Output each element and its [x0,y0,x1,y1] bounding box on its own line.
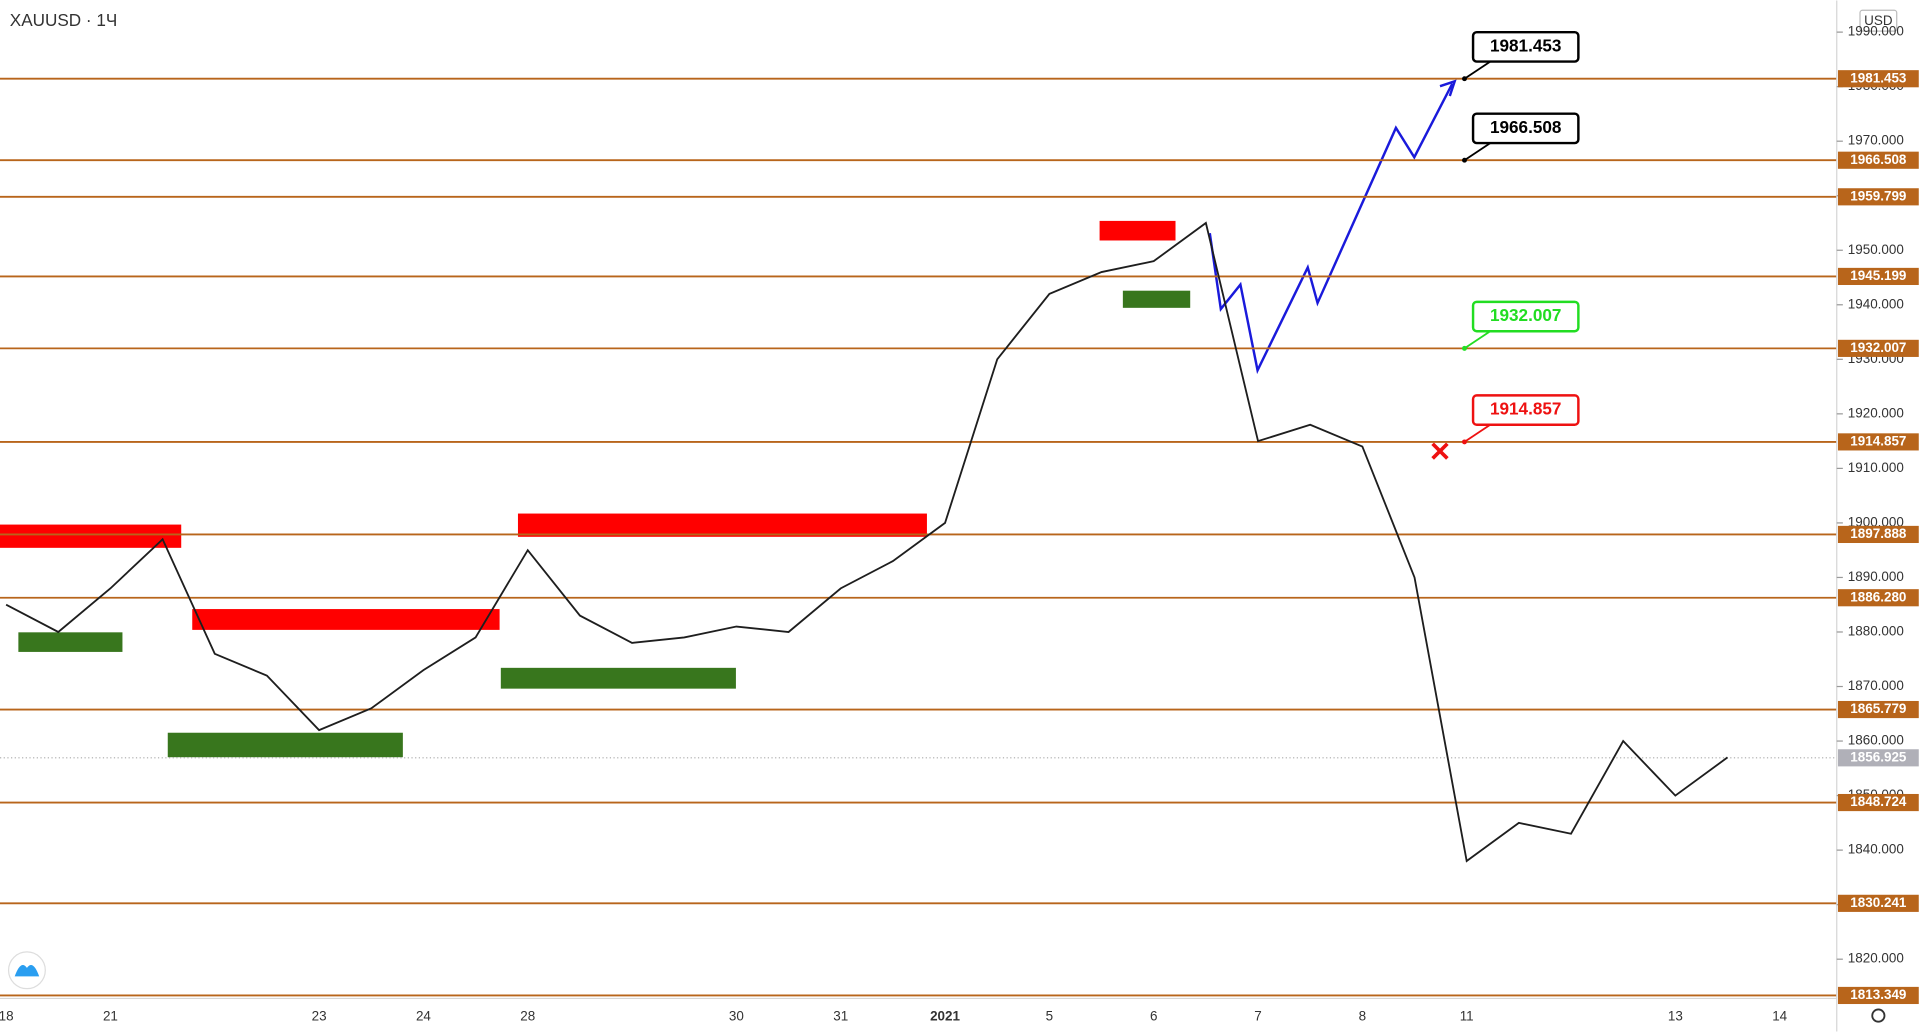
level-label: 1848.724 [1850,794,1907,809]
level-tag [1837,589,1919,607]
y-tick-label: 1970.000 [1848,133,1904,148]
supply-zone [517,513,927,537]
level-tag [1837,700,1919,719]
level-tag [1837,151,1919,169]
level-label: 1813.349 [1850,987,1906,1002]
y-tick-label: 1860.000 [1848,733,1904,748]
y-tick-label: 1990.000 [1848,24,1904,39]
symbol-title: XAUUSD · 1Ч [10,10,118,30]
x-tick-label: 31 [833,1008,848,1023]
callout-pointer [1463,142,1491,161]
x-tick-label: 24 [416,1008,431,1023]
level-tag [1837,986,1919,1005]
callout-label: 1981.453 [1490,35,1561,55]
callout-anchor [1462,439,1467,445]
level-tag [1837,70,1919,88]
y-tick-label: 1910.000 [1848,460,1904,475]
y-tick-label: 1820.000 [1848,951,1904,966]
projection-arrowhead [1439,79,1457,97]
x-tick-label: 30 [729,1008,744,1023]
x-tick-label: 13 [1668,1008,1683,1023]
callout-pointer [1463,423,1491,443]
demand-zone [18,632,123,652]
invalidation-mark [1431,442,1449,460]
level-label: 1897.888 [1850,526,1907,541]
x-tick-label: 11 [1460,1008,1474,1023]
x-tick-label: 14 [1772,1008,1787,1023]
callout-box [1471,394,1580,426]
callout-pointer [1463,60,1491,80]
x-tick-label: 28 [520,1008,535,1023]
x-tick-label: 21 [103,1008,118,1023]
level-tag [1837,433,1919,451]
level-label: 1981.453 [1850,70,1906,85]
level-tag [1837,793,1919,812]
level-label: 1945.199 [1850,268,1906,283]
level-tag [1837,267,1919,286]
projection-path [1208,83,1454,375]
level-label: 1959.799 [1850,188,1906,203]
supply-zone [192,609,500,630]
callout-anchor [1462,157,1467,163]
x-tick-label: 5 [1046,1008,1053,1023]
demand-zone [1122,290,1191,308]
level-label: 1932.007 [1850,340,1906,355]
level-tag [1837,188,1919,206]
supply-zone [1099,220,1176,241]
y-tick-label: 1870.000 [1848,678,1904,693]
callout-box [1471,30,1580,63]
callout-box [1471,300,1580,333]
level-label: 1886.280 [1850,589,1906,604]
callout-box [1471,112,1580,145]
level-label: 1914.857 [1850,433,1906,448]
x-tick-label: 23 [312,1008,327,1023]
callout-label: 1914.857 [1490,399,1561,419]
settings-icon[interactable] [1871,1008,1886,1023]
level-tag [1837,894,1919,912]
plot-area [0,77,1837,997]
callout-anchor [1462,345,1467,351]
callout-label: 1966.508 [1490,117,1561,137]
x-tick-label: 2021 [930,1008,960,1023]
x-tick-label: 6 [1150,1008,1157,1023]
y-tick-label: 1940.000 [1848,296,1904,311]
last-price-tag [1837,749,1919,767]
level-label: 1865.779 [1850,701,1906,716]
y-tick-label: 1840.000 [1848,842,1904,857]
x-tick-label: 8 [1359,1008,1366,1023]
callout-pointer [1463,330,1491,350]
logo-mark [14,964,40,977]
level-tag [1837,525,1919,544]
x-tick-label: 18 [0,1008,14,1023]
y-tick-label: 1880.000 [1848,624,1904,639]
y-tick-label: 1890.000 [1848,569,1904,584]
level-label: 1966.508 [1850,152,1907,167]
currency-badge [1859,9,1898,32]
price-line [5,221,1729,863]
level-tag [1837,339,1919,357]
callout-label: 1932.007 [1490,305,1561,325]
x-tick-label: 7 [1254,1008,1261,1023]
y-tick-label: 1920.000 [1848,405,1904,420]
demand-zone [500,667,736,689]
level-label: 1830.241 [1850,895,1907,910]
currency-label: USD [1864,13,1893,28]
y-tick-label: 1950.000 [1848,242,1904,257]
supply-zone [0,524,182,548]
last-price-label: 1856.925 [1850,749,1907,764]
demand-zone [167,732,403,758]
callout-anchor [1462,76,1467,82]
y-tick-label: 1900.000 [1848,514,1904,529]
